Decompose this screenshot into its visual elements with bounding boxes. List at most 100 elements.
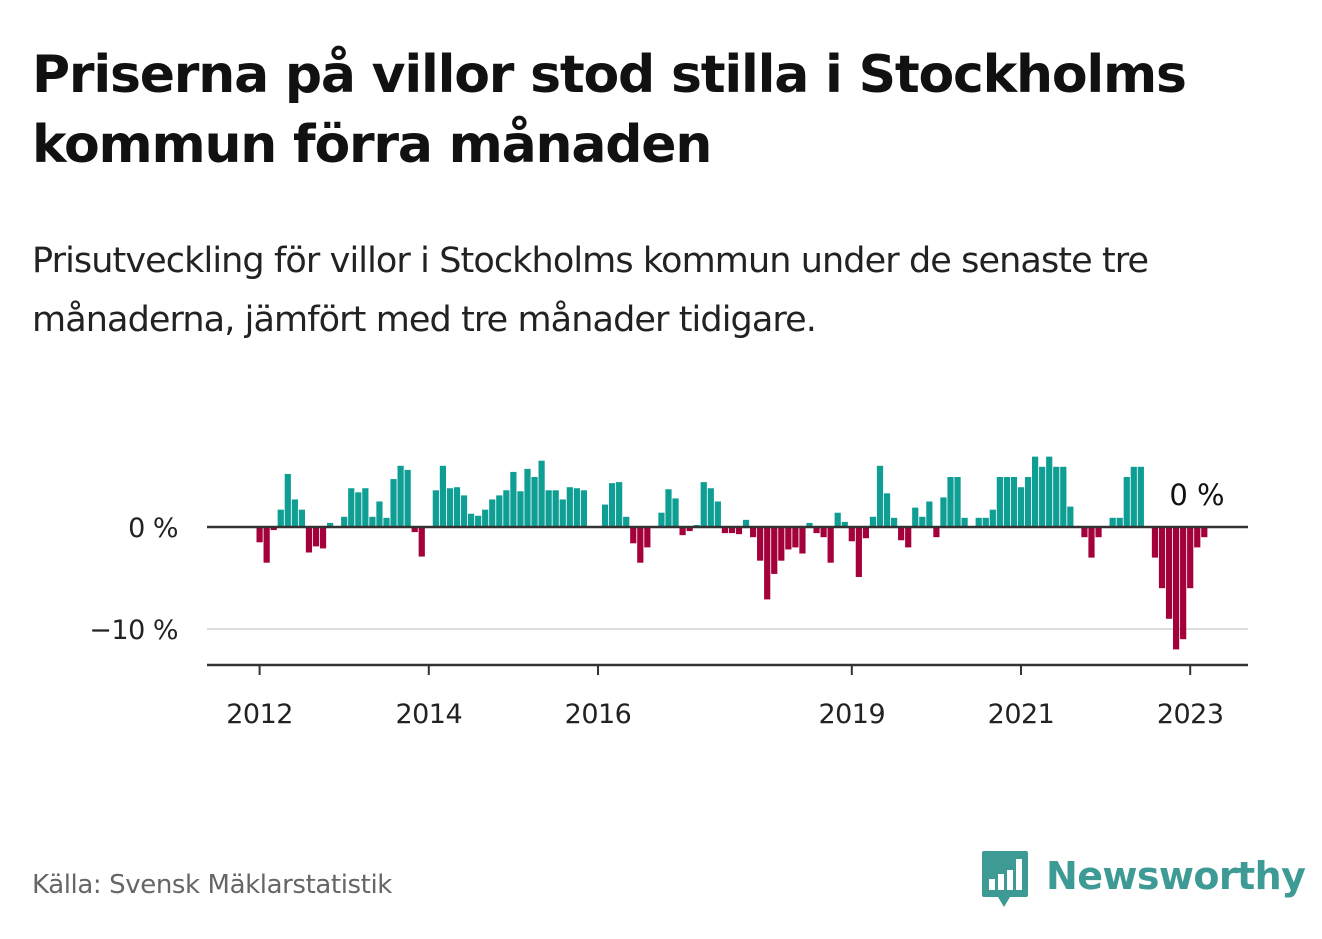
bar-117 [1081, 527, 1088, 538]
bar-58 [665, 489, 672, 527]
y-tick-label-0: 0 % [128, 513, 178, 544]
bar-115 [1067, 506, 1074, 527]
bars-layer [256, 456, 1208, 650]
bar-96 [933, 527, 940, 538]
bar-121 [1109, 517, 1116, 527]
bar-127 [1151, 527, 1159, 558]
bar-112 [1046, 456, 1053, 527]
bar-25 [432, 490, 439, 527]
bar-114 [1060, 466, 1067, 527]
bar-102 [975, 517, 982, 527]
chart-title: Priserna på villor stod stilla i Stockho… [32, 45, 1187, 175]
bar-109 [1024, 477, 1032, 527]
bar-8 [312, 527, 320, 547]
brand-logo: Newsworthy [980, 848, 1306, 912]
bar-94 [919, 516, 926, 527]
x-tick-label-2: 2016 [565, 699, 632, 730]
bar-84 [848, 527, 855, 542]
bar-31 [475, 515, 482, 527]
bar-78 [806, 522, 813, 527]
bar-52 [623, 516, 630, 527]
bar-59 [672, 498, 679, 527]
bar-86 [862, 527, 869, 539]
bar-99 [954, 477, 961, 527]
bar-50 [609, 483, 616, 527]
bar-10 [327, 522, 334, 527]
bar-18 [383, 517, 390, 527]
bar-30 [468, 513, 475, 527]
bar-93 [912, 507, 919, 527]
bar-6 [298, 509, 305, 527]
x-tick-label-1: 2014 [395, 699, 462, 730]
bar-68 [735, 527, 743, 535]
bar-40 [538, 460, 545, 527]
bar-123 [1123, 477, 1130, 527]
bar-105 [996, 477, 1003, 527]
bar-16 [369, 516, 376, 527]
bar-15 [362, 488, 369, 527]
bar-35 [503, 490, 510, 527]
bar-22 [411, 527, 418, 533]
bar-91 [898, 527, 905, 541]
bar-63 [700, 482, 707, 527]
bar-70 [750, 527, 757, 538]
bar-39 [531, 477, 538, 527]
x-tick-label-4: 2021 [988, 699, 1055, 730]
bar-1 [263, 527, 270, 563]
bar-20 [397, 465, 404, 527]
bar-14 [355, 492, 362, 527]
bar-122 [1116, 517, 1123, 527]
bar-131 [1180, 527, 1187, 640]
bar-128 [1158, 527, 1166, 589]
bar-9 [319, 527, 327, 549]
y-tick-label-1: −10 % [89, 615, 178, 646]
bar-89 [883, 493, 891, 527]
bar-46 [580, 490, 587, 527]
bar-82 [834, 512, 841, 527]
bar-88 [876, 465, 884, 527]
bar-21 [404, 469, 411, 527]
bar-72 [764, 527, 771, 600]
bar-chart-speech-bubble-icon [982, 851, 1028, 907]
bar-110 [1032, 456, 1039, 527]
bar-100 [961, 517, 968, 527]
x-axis-labels: 2012 2014 2016 2019 2021 2023 [226, 665, 1224, 730]
bar-0 [256, 527, 263, 543]
bar-133 [1194, 527, 1201, 548]
bar-95 [926, 501, 933, 527]
bar-118 [1088, 527, 1095, 558]
bar-45 [573, 488, 580, 527]
bar-4 [284, 473, 291, 527]
bar-61 [686, 527, 693, 532]
bar-119 [1095, 527, 1102, 538]
bar-41 [545, 490, 552, 527]
bar-111 [1039, 466, 1046, 527]
bar-129 [1165, 527, 1173, 619]
bar-75 [785, 527, 792, 550]
axis-layer [207, 525, 1248, 667]
bar-71 [757, 527, 764, 561]
bar-5 [291, 499, 298, 527]
bar-28 [453, 487, 461, 527]
bar-81 [827, 527, 834, 563]
bar-49 [601, 504, 609, 527]
bar-113 [1053, 466, 1060, 527]
last-value-label: 0 % [1169, 478, 1224, 512]
bar-125 [1137, 466, 1144, 527]
bar-12 [341, 516, 348, 527]
bar-134 [1201, 527, 1208, 538]
bar-13 [348, 488, 355, 527]
x-tick-label-5: 2023 [1157, 699, 1224, 730]
bar-43 [559, 499, 566, 527]
bar-69 [742, 519, 750, 527]
bar-17 [376, 501, 383, 527]
bar-66 [721, 527, 728, 534]
bar-130 [1173, 527, 1180, 650]
bar-34 [496, 495, 503, 527]
bar-83 [841, 521, 848, 527]
chart-subtitle: Prisutveckling för villor i Stockholms k… [32, 241, 1149, 340]
bar-44 [566, 487, 573, 527]
bar-42 [552, 490, 559, 527]
bar-53 [630, 527, 637, 544]
bar-124 [1130, 466, 1137, 527]
